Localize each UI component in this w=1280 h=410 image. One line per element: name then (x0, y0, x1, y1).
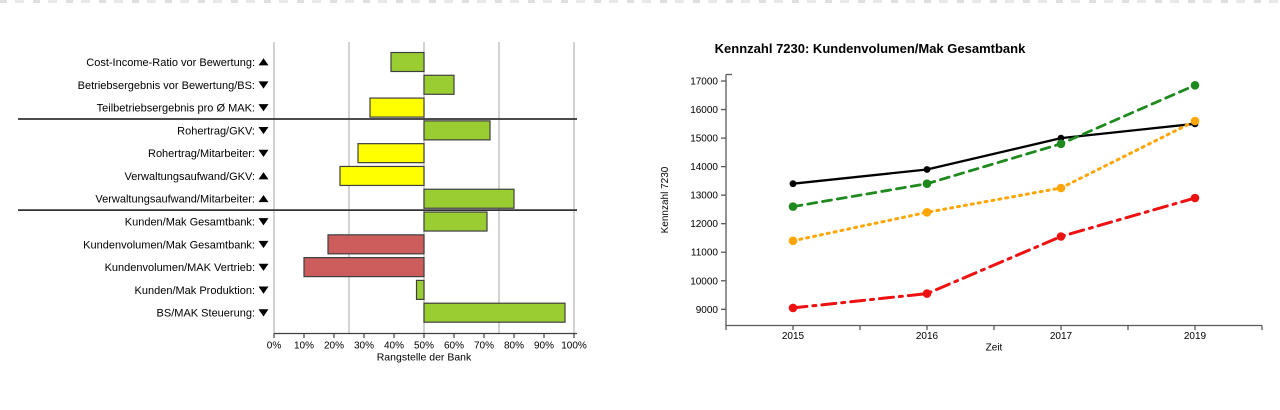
rank-bar-chart: Cost-Income-Ratio vor Bewertung: Betriebs… (18, 42, 587, 364)
trend-up-arrow-icon (258, 194, 269, 203)
data-point-marker-vergleich-gruen (922, 179, 932, 188)
rank-bar (423, 188, 515, 209)
x-axis-tick-label: 70% (474, 341, 494, 352)
x-axis-tick-label: 10% (294, 341, 314, 352)
data-point-marker-gesamtbank-schwarz (789, 180, 797, 188)
y-axis-tick-label: 13000 (690, 191, 718, 202)
x-axis-tick-label: 60% (444, 341, 464, 352)
series-line-vergleich-gruen (791, 83, 1197, 209)
data-point-marker-vergleich-rot (922, 289, 932, 298)
row-label: Kunden/Mak Produktion: (135, 285, 255, 297)
y-axis-tick-label: 11000 (691, 248, 719, 259)
x-axis-tick-label: 40% (384, 341, 404, 352)
chart-title: Kennzahl 7230: Kundenvolumen/Mak Gesamtb… (715, 41, 1026, 56)
trend-down-arrow-icon (258, 240, 269, 249)
rank-bar (415, 279, 425, 300)
data-point-marker-vergleich-rot (1056, 232, 1066, 241)
kennzahl-line-chart: Kennzahl 7230: Kundenvolumen/Mak Gesamtb… (640, 0, 1280, 410)
x-axis-tick-label: 90% (534, 341, 554, 352)
x-axis-tick-label: 20% (324, 341, 344, 352)
data-point-marker-gesamtbank-schwarz (1057, 134, 1065, 142)
series-line-vergleich-rot (791, 196, 1197, 310)
rank-bar (423, 74, 455, 95)
row-label: BS/MAK Steuerung: (157, 308, 255, 320)
row-label: Rohertrag/GKV: (177, 125, 255, 137)
data-point-marker-vergleich-orange (788, 236, 798, 246)
trend-down-arrow-icon (258, 286, 269, 294)
trend-down-arrow-icon (258, 149, 269, 157)
trend-up-arrow-icon (258, 58, 269, 66)
data-point-marker-vergleich-gruen (1190, 81, 1200, 90)
rank-bar (390, 51, 425, 73)
trend-up-arrow-icon (258, 172, 269, 180)
y-axis-tick-label: 15000 (690, 134, 718, 145)
trend-down-arrow-icon (258, 263, 269, 271)
x-axis-tick-label: 100% (561, 341, 587, 352)
rank-bar-chart-canvas: Cost-Income-Ratio vor Bewertung: Betriebs… (18, 42, 587, 364)
series-line-vergleich-orange (791, 119, 1197, 243)
rank-bar (327, 234, 425, 255)
data-point-marker-vergleich-orange (1190, 116, 1200, 126)
y-axis-tick-label: 10000 (690, 276, 718, 287)
y-axis-tick-label: 12000 (690, 219, 718, 230)
row-label: Cost-Income-Ratio vor Bewertung: (86, 57, 255, 69)
row-label: Kundenvolumen/MAK Vertrieb: (105, 262, 255, 274)
row-label: Teilbetriebsergebnis pro Ø MAK: (97, 103, 255, 115)
y-axis-tick-label: 9000 (696, 305, 719, 316)
row-label: Verwaltungsaufwand/Mitarbeiter: (95, 194, 255, 206)
data-point-marker-gesamtbank-schwarz (923, 166, 931, 173)
x-axis-tick-label: 50% (414, 341, 434, 352)
row-label: Kunden/Mak Gesamtbank: (125, 217, 255, 229)
x-axis-title: Zeit (986, 343, 1003, 354)
trend-down-arrow-icon (258, 104, 269, 112)
rank-bar (357, 143, 425, 164)
x-axis-tick-label: 0% (267, 341, 282, 352)
rank-bar (369, 97, 425, 118)
y-axis-tick-label: 16000 (690, 105, 718, 116)
data-point-marker-vergleich-orange (922, 208, 932, 217)
x-axis-tick-label: 2019 (1184, 331, 1207, 342)
data-point-marker-vergleich-rot (1190, 193, 1200, 203)
row-label: Verwaltungsaufwand/GKV: (125, 171, 255, 183)
x-axis-tick-label: 30% (354, 341, 374, 352)
x-axis-title: Rangstelle der Bank (377, 352, 472, 364)
data-point-marker-vergleich-rot (788, 303, 798, 313)
x-axis-tick-label: 2016 (916, 331, 939, 342)
rank-bar (423, 211, 488, 232)
rank-bar (339, 165, 425, 187)
row-label: Kundenvolumen/Mak Gesamtbank: (83, 239, 255, 251)
series-line-gesamtbank-schwarz (791, 122, 1197, 185)
data-point-marker-vergleich-gruen (1056, 139, 1066, 149)
rank-bar (303, 257, 425, 278)
trend-down-arrow-icon (258, 81, 269, 89)
rank-bar (423, 302, 566, 323)
kennzahl-line-chart-canvas: Kennzahl 7230: Kundenvolumen/Mak Gesamtb… (660, 41, 1263, 354)
row-label: Rohertrag/Mitarbeiter: (148, 148, 255, 160)
data-point-marker-vergleich-gruen (788, 202, 798, 211)
trend-down-arrow-icon (258, 309, 269, 317)
row-label: Betriebsergebnis vor Bewertung/BS: (78, 80, 255, 92)
x-axis-tick-label: 2017 (1050, 331, 1073, 342)
rank-bar (423, 120, 491, 141)
y-axis-title: Kennzahl 7230 (660, 166, 671, 233)
x-axis-tick-label: 80% (504, 341, 524, 352)
trend-down-arrow-icon (258, 218, 269, 226)
y-axis-tick-label: 17000 (690, 77, 718, 88)
torn-edge-decoration (0, 0, 1280, 3)
y-axis-tick-label: 14000 (690, 162, 718, 173)
x-axis-tick-label: 2015 (782, 331, 805, 342)
trend-down-arrow-icon (258, 126, 269, 135)
data-point-marker-vergleich-orange (1056, 183, 1066, 193)
